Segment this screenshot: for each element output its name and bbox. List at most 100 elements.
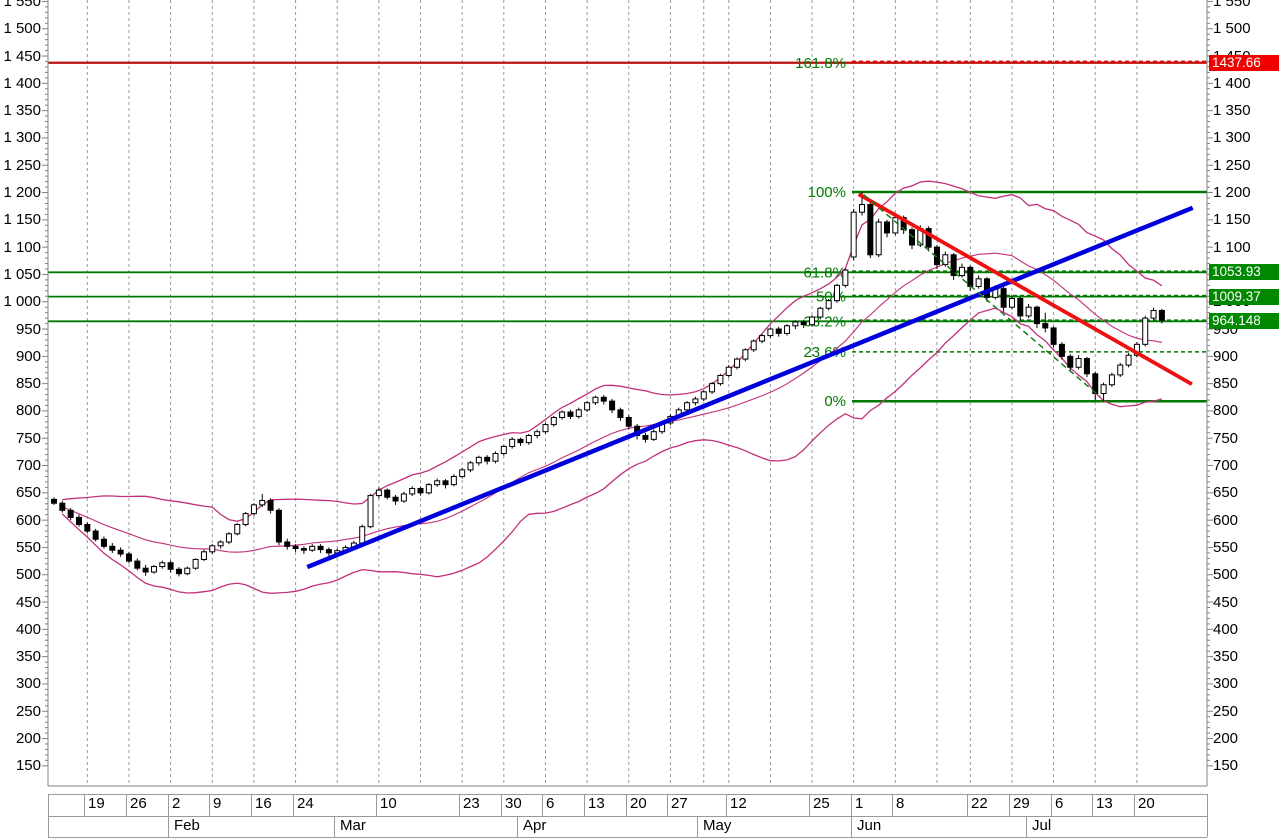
y-axis-label: 1 450 <box>3 47 41 65</box>
y-axis-label: 850 <box>1213 375 1239 393</box>
candle-body <box>234 524 241 535</box>
candle-body <box>250 504 257 515</box>
day-cell-separator <box>1134 794 1135 816</box>
candle-body <box>450 475 457 486</box>
candle-body <box>467 462 474 471</box>
candle-body <box>184 567 191 575</box>
candle-body <box>125 553 132 562</box>
day-cell-separator <box>809 794 810 816</box>
bollinger-middle <box>62 252 1163 553</box>
candle-body <box>459 469 466 477</box>
day-cell-separator <box>851 794 852 816</box>
candle-body <box>742 349 749 360</box>
day-tick-label: 23 <box>463 795 480 812</box>
candle-body <box>217 541 224 547</box>
y-axis-label: 800 <box>15 402 41 420</box>
candle-body <box>967 266 974 287</box>
y-axis-label: 1 400 <box>3 74 41 92</box>
y-axis-label: 1 200 <box>3 184 41 202</box>
day-cell-separator <box>542 794 543 816</box>
candle-body <box>650 431 657 440</box>
candle-body <box>642 435 649 440</box>
day-cell-separator <box>168 794 169 816</box>
candle-body <box>1000 288 1007 308</box>
band-border-top <box>48 794 1207 795</box>
month-label: Jul <box>1032 817 1052 834</box>
day-tick-label: 27 <box>671 795 688 812</box>
candle-body <box>800 321 807 326</box>
candle-body <box>100 538 107 547</box>
swing-dashed-line <box>863 194 1101 398</box>
candle-body <box>1108 374 1115 386</box>
candle-body <box>734 358 741 368</box>
candle-body <box>684 402 691 411</box>
candle-body <box>484 456 491 462</box>
candle-body <box>1008 297 1015 308</box>
day-cell-separator <box>1009 794 1010 816</box>
y-axis-label: 700 <box>1213 457 1239 475</box>
candle-body <box>725 366 732 376</box>
y-axis-label: 1 300 <box>3 129 41 147</box>
candle-body <box>384 489 391 498</box>
downtrend-line <box>857 192 1193 386</box>
y-axis-label: 1 500 <box>3 20 41 38</box>
bollinger-bands <box>61 180 1163 594</box>
y-axis-label: 1 250 <box>1213 156 1251 174</box>
day-tick-label: 26 <box>130 795 147 812</box>
candle-body <box>1125 354 1132 366</box>
y-axis-label: 1 550 <box>3 0 41 10</box>
candle-body <box>200 551 207 560</box>
y-axis-label: 250 <box>1213 702 1239 720</box>
candle-body <box>59 502 66 511</box>
y-axis-label: 250 <box>15 702 41 720</box>
candle-body <box>1033 306 1040 325</box>
candle-body <box>275 509 282 543</box>
candle-body <box>517 438 524 444</box>
candle-body <box>392 496 399 502</box>
candle-body <box>317 545 324 551</box>
y-axis-label: 1 050 <box>3 265 41 283</box>
candle-body <box>92 530 99 540</box>
y-axis-label: 1 150 <box>3 211 41 229</box>
candle-body <box>567 411 574 417</box>
candle-body <box>534 431 541 437</box>
day-cell-separator <box>251 794 252 816</box>
candle-body <box>559 411 566 418</box>
candle-body <box>1075 358 1082 368</box>
candle-body <box>842 269 849 286</box>
candle-body <box>1042 323 1049 329</box>
day-tick-label: 13 <box>1096 795 1113 812</box>
month-cell-separator <box>851 816 852 837</box>
y-axis-left: 1 550 1 500 1 450 1 400 1 350 1 300 1 250 1 200… <box>0 0 44 792</box>
day-cell-separator <box>376 794 377 816</box>
day-cell-separator <box>501 794 502 816</box>
candle-body <box>134 560 141 569</box>
y-axis-label: 700 <box>15 457 41 475</box>
candle-body <box>492 453 499 462</box>
candle-body <box>309 545 316 551</box>
candle-body <box>1158 309 1165 321</box>
y-axis-label: 350 <box>15 648 41 666</box>
candle-body <box>600 396 607 402</box>
band-edge-left <box>48 794 49 837</box>
y-axis-label: 200 <box>1213 730 1239 748</box>
day-cell-separator <box>293 794 294 816</box>
day-cell-separator <box>892 794 893 816</box>
y-axis-label: 650 <box>15 484 41 502</box>
day-tick-label: 19 <box>88 795 105 812</box>
day-cell-separator <box>626 794 627 816</box>
candles <box>51 191 1165 577</box>
y-axis-label: 950 <box>15 320 41 338</box>
candle-body <box>925 228 932 248</box>
candle-body <box>500 445 507 455</box>
y-axis-label: 600 <box>15 511 41 529</box>
candle-body <box>625 416 632 427</box>
y-axis-label: 900 <box>1213 347 1239 365</box>
day-cell-separator <box>667 794 668 816</box>
fib-price-box-161-8: 1437.66 <box>1209 54 1279 71</box>
y-axis-label: 300 <box>15 675 41 693</box>
trendlines <box>306 192 1194 570</box>
y-axis-label: 1 350 <box>3 102 41 120</box>
y-axis-label: 550 <box>1213 538 1239 556</box>
